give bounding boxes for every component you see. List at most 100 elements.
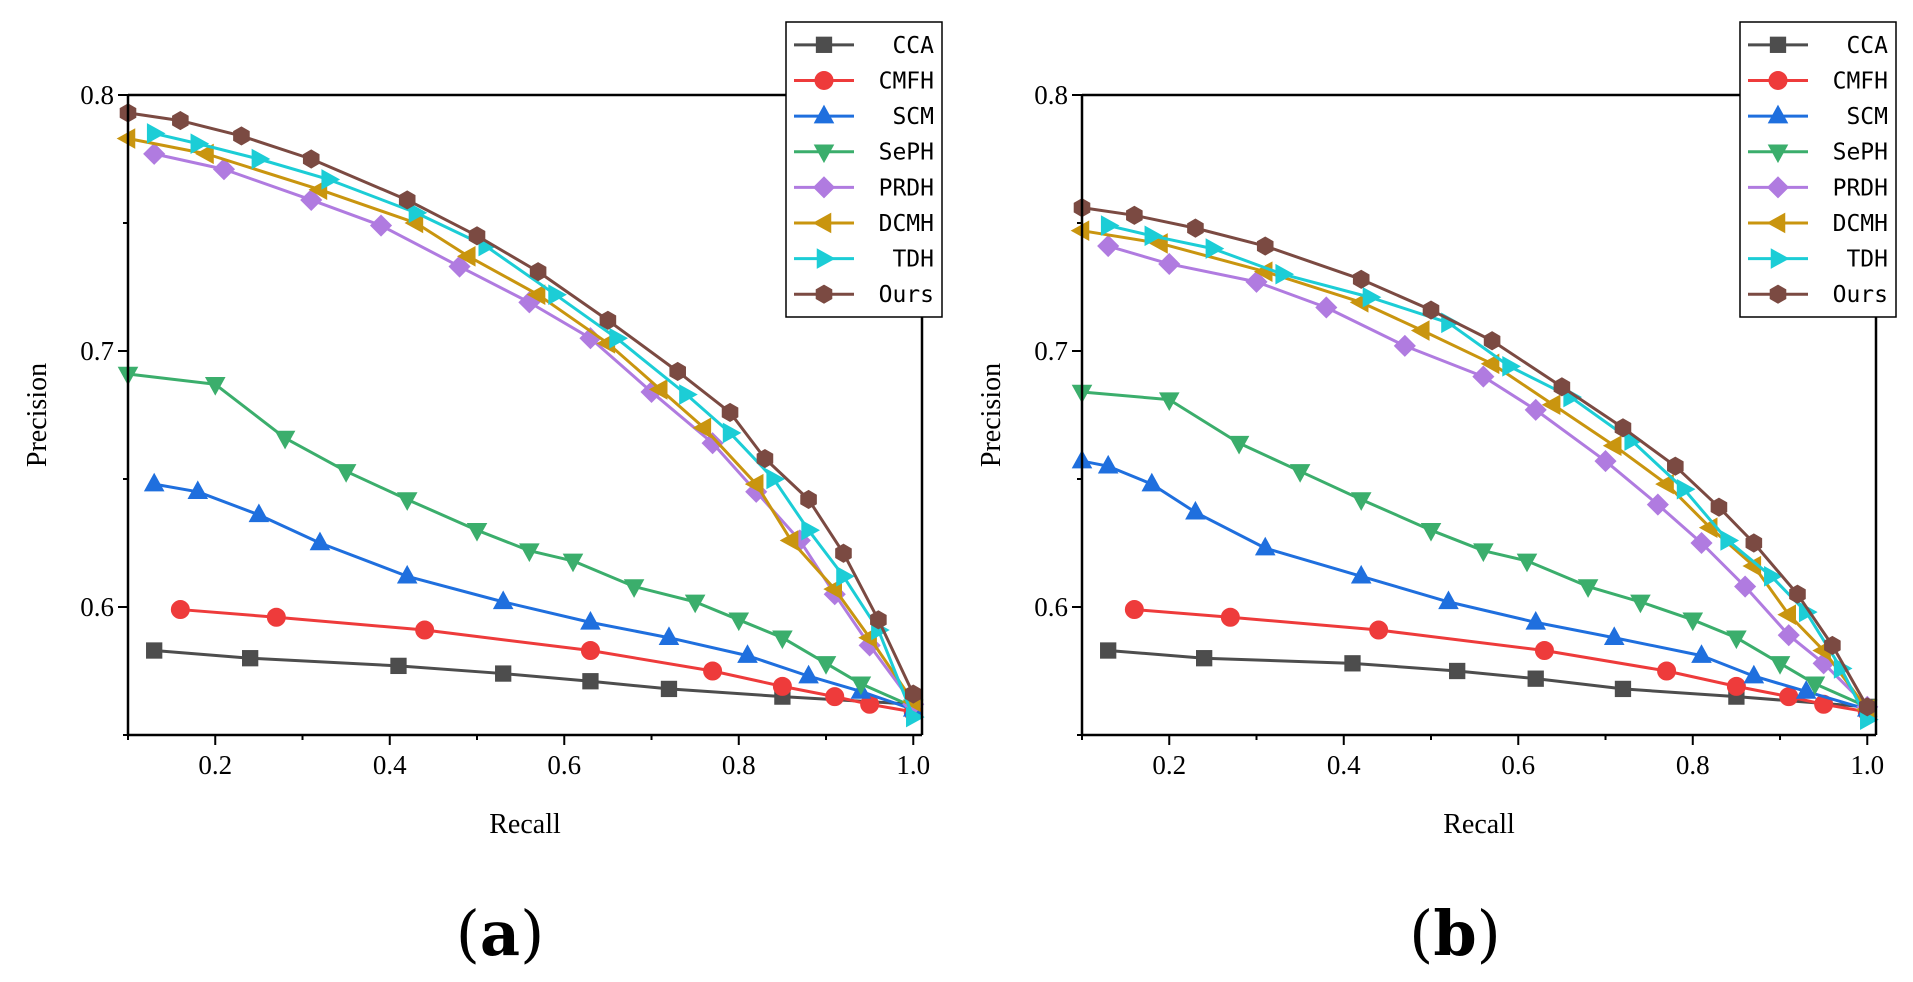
data-point [1187, 218, 1204, 238]
legend-marker [815, 284, 833, 304]
x-tick-label: 0.4 [373, 750, 407, 780]
chart-panel-b: 0.2 0.4 0.6 0.8 1.0 0.6 0.7 0.8 Recall Precision C… [976, 21, 1897, 970]
data-point [1362, 286, 1382, 308]
data-point [1141, 472, 1163, 492]
data-point [1097, 454, 1119, 474]
data-point [744, 473, 764, 495]
data-point [1289, 464, 1311, 483]
data-point [172, 111, 189, 131]
x-tick-label: 0.6 [1501, 750, 1535, 780]
series-ours [1073, 198, 1876, 717]
data-point [1630, 594, 1651, 614]
data-point [1449, 662, 1466, 680]
data-point [825, 687, 845, 707]
data-point [248, 503, 270, 523]
data-point [906, 706, 925, 728]
data-point [703, 661, 723, 681]
legend-marker [1766, 212, 1786, 234]
legend-item-cmfh: CMFH [794, 68, 934, 94]
data-point [1777, 624, 1800, 647]
legend-item-prdh: PRDH [1748, 175, 1888, 201]
series-seph [1071, 384, 1878, 719]
data-point [1483, 331, 1501, 351]
data-point [1614, 418, 1632, 438]
data-point [669, 361, 686, 382]
legend-marker [813, 144, 835, 164]
data-point [408, 202, 428, 224]
data-point [1228, 435, 1250, 455]
data-point [1745, 533, 1763, 553]
data-point [1438, 590, 1459, 610]
data-point [692, 417, 712, 439]
data-point [526, 284, 546, 305]
data-point [1720, 530, 1740, 551]
legend-label: SCM [892, 104, 934, 130]
data-point [766, 468, 786, 490]
data-point [1393, 334, 1416, 357]
panel-label-letter: b [1433, 897, 1476, 970]
series-group [1070, 198, 1879, 730]
legend-item-scm: SCM [1748, 104, 1888, 130]
data-point [580, 641, 600, 661]
data-point [1205, 238, 1225, 259]
data-point [779, 530, 799, 551]
data-point [728, 612, 750, 632]
data-point [1858, 697, 1876, 717]
legend-label: PRDH [1833, 175, 1888, 201]
data-point [195, 143, 214, 165]
data-point [1100, 642, 1117, 659]
data-point [1657, 661, 1677, 681]
data-point [548, 284, 567, 305]
data-point [1646, 493, 1669, 516]
legend-item-tdh: TDH [794, 247, 934, 273]
legend-item-cca: CCA [794, 33, 934, 59]
data-point [800, 489, 817, 510]
x-tick-label: 1.0 [1850, 750, 1884, 780]
panel-label: (a) [456, 897, 545, 970]
legend-label: DCMH [1833, 211, 1888, 237]
data-point [836, 565, 855, 587]
y-tick-label: 0.6 [80, 592, 114, 622]
panel-label-close: ) [520, 897, 544, 970]
data-point [1144, 225, 1164, 247]
legend-label: SCM [1846, 104, 1888, 130]
y-axis-title: Precision [22, 363, 53, 467]
legend-label: CMFH [879, 68, 934, 94]
data-point [1275, 263, 1295, 285]
data-point [1100, 215, 1120, 236]
data-point [1369, 620, 1389, 640]
data-point [1422, 300, 1440, 320]
data-point [660, 680, 678, 698]
legend-marker [1769, 36, 1787, 53]
data-point [146, 123, 166, 144]
data-point [302, 149, 320, 169]
data-point [1553, 377, 1571, 397]
legend-label: PRDH [879, 175, 934, 201]
data-point [1743, 664, 1765, 684]
data-point [190, 133, 210, 154]
legend-marker [812, 176, 836, 199]
series-line [153, 482, 914, 711]
series-line [127, 137, 915, 703]
data-point [415, 620, 435, 640]
x-tick-label: 0.6 [547, 750, 581, 780]
data-point [1410, 320, 1430, 341]
series-line [1107, 244, 1869, 708]
data-point [468, 226, 486, 246]
data-point [721, 402, 739, 423]
legend-item-prdh: PRDH [794, 175, 934, 201]
y-tick-label: 0.7 [80, 336, 114, 366]
data-point [529, 262, 547, 282]
data-point [801, 519, 820, 541]
legend-label: SePH [1833, 140, 1888, 166]
data-point [737, 644, 758, 663]
data-point [390, 657, 407, 675]
data-point [1769, 656, 1791, 675]
data-point [369, 214, 393, 237]
data-point [1789, 584, 1806, 604]
data-point [1196, 650, 1213, 667]
data-point [1254, 536, 1276, 556]
data-point [495, 665, 512, 682]
data-point [582, 673, 599, 690]
